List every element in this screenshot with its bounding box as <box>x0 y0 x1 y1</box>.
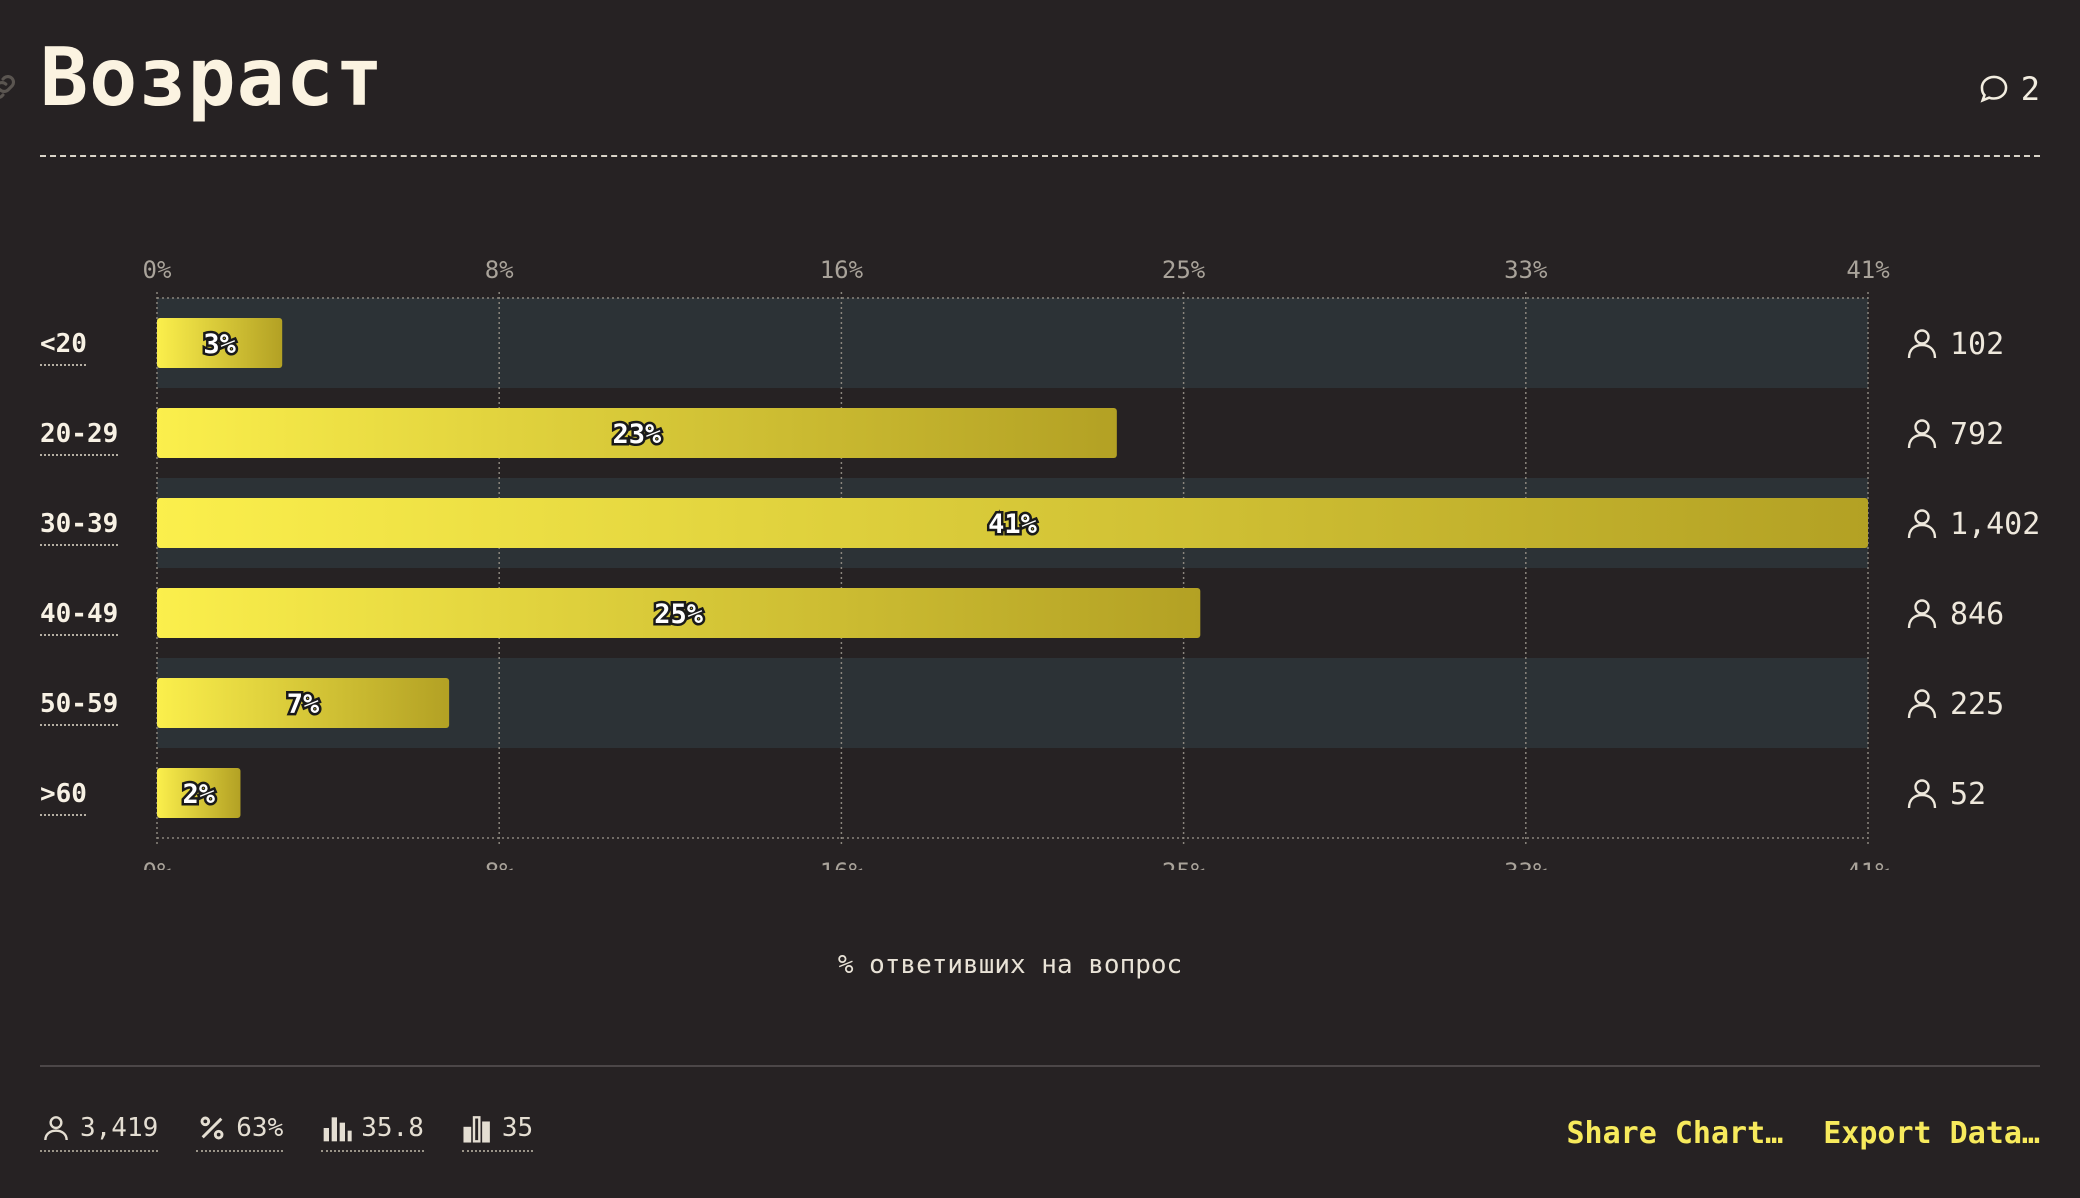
bar-chart-outline-icon <box>463 1116 490 1143</box>
stat-value: 35.8 <box>361 1113 424 1143</box>
x-tick-label-top: 25% <box>1162 256 1206 284</box>
footer-divider <box>40 1065 2040 1067</box>
bar <box>157 318 283 368</box>
x-tick-label-top: 41% <box>1846 256 1890 284</box>
stat-percent[interactable]: 63% <box>196 1112 284 1152</box>
bar-value-label: 2% <box>182 779 215 810</box>
comment-icon <box>1980 75 2008 103</box>
x-tick-label-bottom: 0% <box>143 858 172 870</box>
comment-count: 2 <box>2020 70 2040 108</box>
link-icon[interactable] <box>0 70 20 104</box>
title-divider <box>40 155 2040 157</box>
stat-mean[interactable]: 35.8 <box>321 1112 424 1152</box>
person-icon <box>1907 509 1937 539</box>
comments-button[interactable]: 2 <box>1977 70 2040 108</box>
respondent-count: 792 <box>1950 417 2004 452</box>
chart-actions: Share Chart… Export Data… <box>1567 1116 2041 1151</box>
bar <box>157 498 1868 548</box>
category-label: 50-59 <box>40 689 118 719</box>
x-tick-label-top: 0% <box>143 256 172 284</box>
category-label: 30-39 <box>40 509 118 539</box>
respondent-count: 52 <box>1950 777 1986 812</box>
person-icon <box>1907 419 1937 449</box>
bar-value-label: 3% <box>203 329 236 360</box>
x-tick-label-bottom: 41% <box>1846 858 1890 870</box>
person-icon <box>1907 599 1937 629</box>
respondent-count: 846 <box>1950 597 2004 632</box>
export-data-link[interactable]: Export Data… <box>1823 1116 2040 1151</box>
stats-bar: 3,419 63% 35.8 35 <box>40 1112 534 1152</box>
person-icon <box>1907 329 1937 359</box>
percent-icon <box>200 1116 224 1140</box>
bar <box>157 408 1117 458</box>
category-label: >60 <box>40 779 87 809</box>
row-band <box>157 298 1868 388</box>
x-tick-label-bottom: 33% <box>1504 858 1548 870</box>
stat-respondents[interactable]: 3,419 <box>40 1112 159 1152</box>
stat-value: 3,419 <box>80 1113 159 1143</box>
bar-value-label: 25% <box>654 599 704 630</box>
share-chart-link[interactable]: Share Chart… <box>1566 1116 1784 1151</box>
bar-chart: 0% 0% 8% 8% 16% 16% 25% 25% 33% 33% 41% 41% <20 3% 102… <box>40 256 2040 870</box>
x-axis-label: % ответивших на вопрос <box>837 950 1183 980</box>
bar-value-label: 7% <box>287 689 320 720</box>
stat-value: 35 <box>501 1113 534 1143</box>
bar-value-label: 41% <box>988 509 1038 540</box>
bar <box>157 588 1201 638</box>
bar-chart-icon <box>323 1117 352 1142</box>
bar <box>157 768 241 818</box>
respondent-count: 102 <box>1950 327 2004 362</box>
bar <box>157 678 450 728</box>
bar-value-label: 23% <box>613 419 663 450</box>
x-tick-label-top: 33% <box>1504 256 1548 284</box>
respondent-count: 225 <box>1950 687 2004 722</box>
x-tick-label-top: 16% <box>820 256 864 284</box>
x-tick-label-bottom: 25% <box>1162 858 1206 870</box>
stat-median[interactable]: 35 <box>461 1112 534 1152</box>
page-title: Возраст <box>40 31 385 124</box>
stat-value: 63% <box>236 1113 284 1143</box>
respondent-count: 1,402 <box>1950 507 2040 542</box>
person-icon <box>1907 779 1937 809</box>
x-tick-label-top: 8% <box>485 256 514 284</box>
category-label: 40-49 <box>40 599 118 629</box>
category-label: 20-29 <box>40 419 118 449</box>
x-tick-label-bottom: 16% <box>820 858 864 870</box>
person-icon <box>44 1116 68 1141</box>
x-tick-label-bottom: 8% <box>485 858 514 870</box>
category-label: <20 <box>40 329 87 359</box>
person-icon <box>1907 689 1937 719</box>
